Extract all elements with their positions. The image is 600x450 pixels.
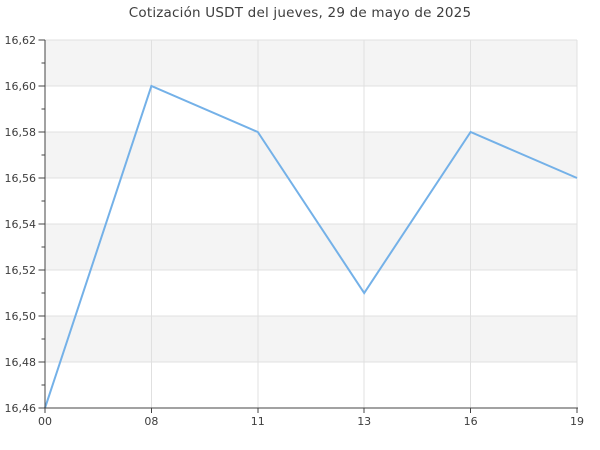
x-tick-label: 00 xyxy=(38,415,52,428)
y-tick-label: 16,56 xyxy=(5,172,37,185)
y-tick-label: 16,62 xyxy=(5,34,37,47)
x-tick-label: 19 xyxy=(570,415,584,428)
x-tick-label: 11 xyxy=(251,415,265,428)
y-tick-label: 16,58 xyxy=(5,126,37,139)
x-tick-label: 08 xyxy=(144,415,158,428)
y-tick-label: 16,54 xyxy=(5,218,37,231)
plot-band xyxy=(45,132,577,178)
price-line xyxy=(44,84,578,409)
plot-band xyxy=(45,224,577,270)
y-tick-label: 16,46 xyxy=(5,402,37,415)
x-tick-label: 13 xyxy=(357,415,371,428)
x-tick-label: 16 xyxy=(464,415,478,428)
plot-band xyxy=(45,316,577,362)
y-tick-label: 16,60 xyxy=(5,80,37,93)
plot-band xyxy=(45,40,577,86)
y-tick-label: 16,50 xyxy=(5,310,37,323)
y-tick-label: 16,48 xyxy=(5,356,37,369)
chart-title: Cotización USDT del jueves, 29 de mayo d… xyxy=(128,5,472,21)
y-tick-label: 16,52 xyxy=(5,264,37,277)
